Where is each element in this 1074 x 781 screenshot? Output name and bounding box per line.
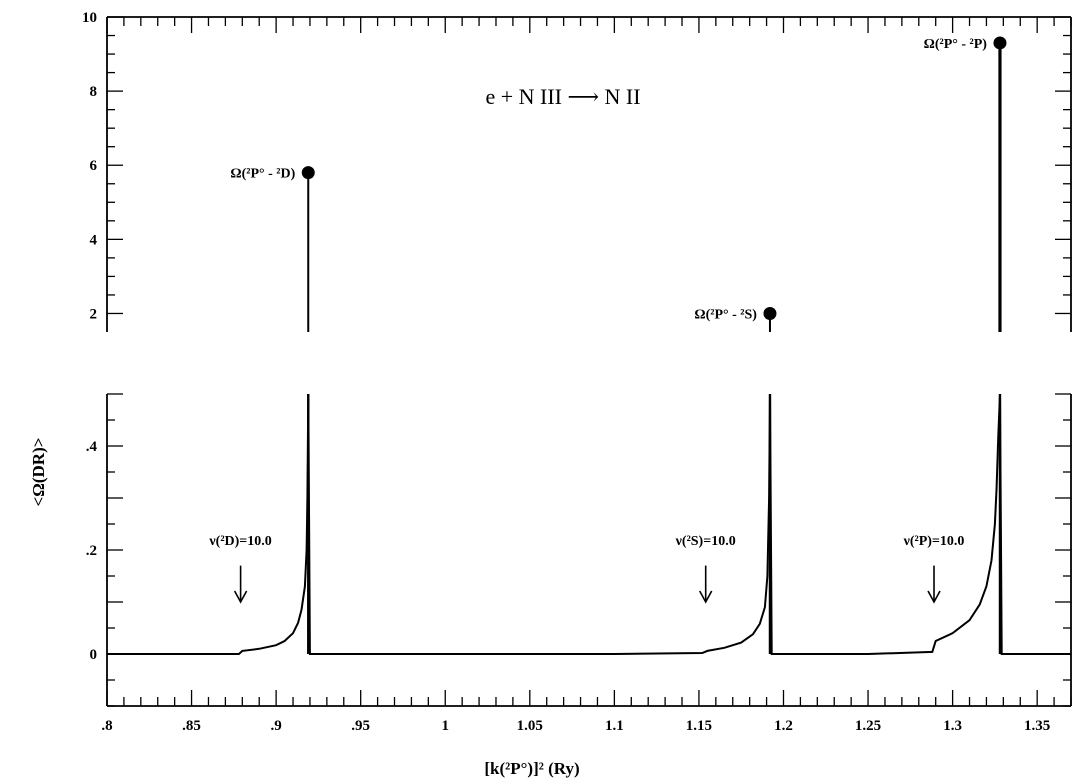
arrow-head: [233, 590, 248, 604]
threshold-points-layer: Ω(²P° - ²D) Ω(²P° - ²S) Ω(²P° - ²P): [230, 36, 1007, 654]
y-tick-label-lower: .2: [86, 543, 97, 559]
x-tick-label: 1.1: [605, 718, 624, 734]
arrow-label: ν(²S)=10.0: [675, 534, 736, 549]
arrow-label: ν(²D)=10.0: [208, 534, 271, 549]
x-tick-label: .8: [101, 718, 112, 734]
arrow-label: ν(²P)=10.0: [903, 534, 965, 549]
threshold-point-label: Ω(²P° - ²S): [694, 307, 757, 322]
y-tick-label-upper: 8: [90, 84, 98, 100]
y-tick-label-upper: 6: [90, 158, 98, 174]
arrow-head: [927, 590, 941, 604]
axis-tick-labels: .8 .85 .9 .95 1 1.05 1.1 1.15 1.2 1.25 1.3 1.35 10 8 6…: [82, 10, 1050, 734]
threshold-point: [763, 306, 777, 320]
x-tick-label: 1.05: [517, 718, 543, 734]
y-tick-label-lower: .4: [86, 439, 98, 455]
threshold-point: [301, 166, 315, 180]
threshold-point-label: Ω(²P° - ²P): [924, 37, 988, 52]
x-axis-label: [k(²P°)]² (Ry): [484, 759, 579, 778]
y-tick-label-lower: 0: [90, 647, 98, 663]
x-tick-label: .85: [182, 718, 201, 734]
x-tick-label: .9: [270, 718, 281, 734]
x-tick-label: 1.2: [774, 718, 793, 734]
y-axis-label: <Ω(DR)>: [29, 438, 48, 507]
x-tick-label: 1.35: [1024, 718, 1050, 734]
arrow-head: [698, 590, 713, 604]
x-tick-label: 1.15: [686, 718, 712, 734]
y-tick-label-upper: 2: [90, 306, 98, 322]
axis-ticks: [106, 16, 1072, 707]
dr-curve: [107, 393, 1071, 655]
x-tick-label: 1.3: [943, 718, 962, 734]
x-tick-label: 1: [441, 718, 449, 734]
x-tick-label: .95: [351, 718, 370, 734]
x-tick-label: 1.25: [855, 718, 881, 734]
rydberg-arrows-layer: ν(²D)=10.0 ν(²S)=10.0 ν(²P)=10.0: [208, 534, 965, 604]
plot-frame: [106, 16, 1072, 707]
threshold-point-label: Ω(²P° - ²D): [230, 167, 295, 182]
dr-curve-layer: [107, 393, 1071, 655]
y-tick-label-upper: 10: [82, 10, 97, 26]
chart-title: e + N III ⟶ N II: [485, 84, 640, 109]
threshold-point: [993, 36, 1007, 50]
y-tick-label-upper: 4: [90, 232, 98, 248]
